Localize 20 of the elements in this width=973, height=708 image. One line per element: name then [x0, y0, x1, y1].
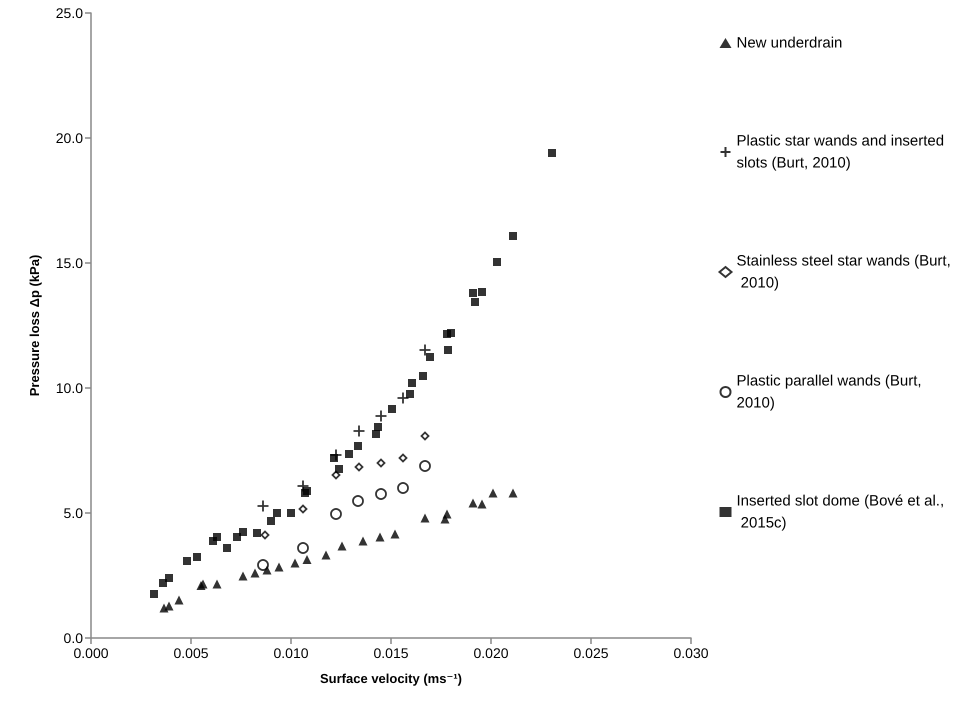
y-axis-title: Pressure loss Δp (kPa)	[27, 254, 42, 396]
y-tick-label: 10.0	[56, 380, 84, 396]
y-tick-label: 0.0	[64, 630, 84, 646]
x-tick-label: 0.005	[173, 645, 209, 661]
x-tick-label: 0.010	[273, 645, 309, 661]
y-tick-label: 5.0	[64, 505, 84, 521]
x-tick-label: 0.000	[73, 645, 109, 661]
y-tick-label: 25.0	[56, 5, 84, 21]
x-tick-label: 0.015	[373, 645, 409, 661]
y-tick-label: 20.0	[56, 130, 84, 146]
legend-label: New underdrain	[736, 34, 842, 52]
x-tick-label: 0.020	[473, 645, 509, 661]
x-tick-label: 0.030	[673, 645, 709, 661]
x-tick-label: 0.025	[573, 645, 609, 661]
legend-label: Stainless steel star wands (Burt, 2010)	[736, 252, 951, 292]
y-tick-label: 15.0	[56, 255, 84, 271]
legend-label: Plastic star wands and inserted slots (Burt, 2010)	[736, 132, 948, 172]
legend-label: Plastic parallel wands (Burt, 2010)	[736, 372, 926, 412]
x-axis-title: Surface velocity (ms⁻¹)	[320, 671, 462, 686]
legend-label: Inserted slot dome (Bové et al., 2015c)	[736, 492, 944, 532]
